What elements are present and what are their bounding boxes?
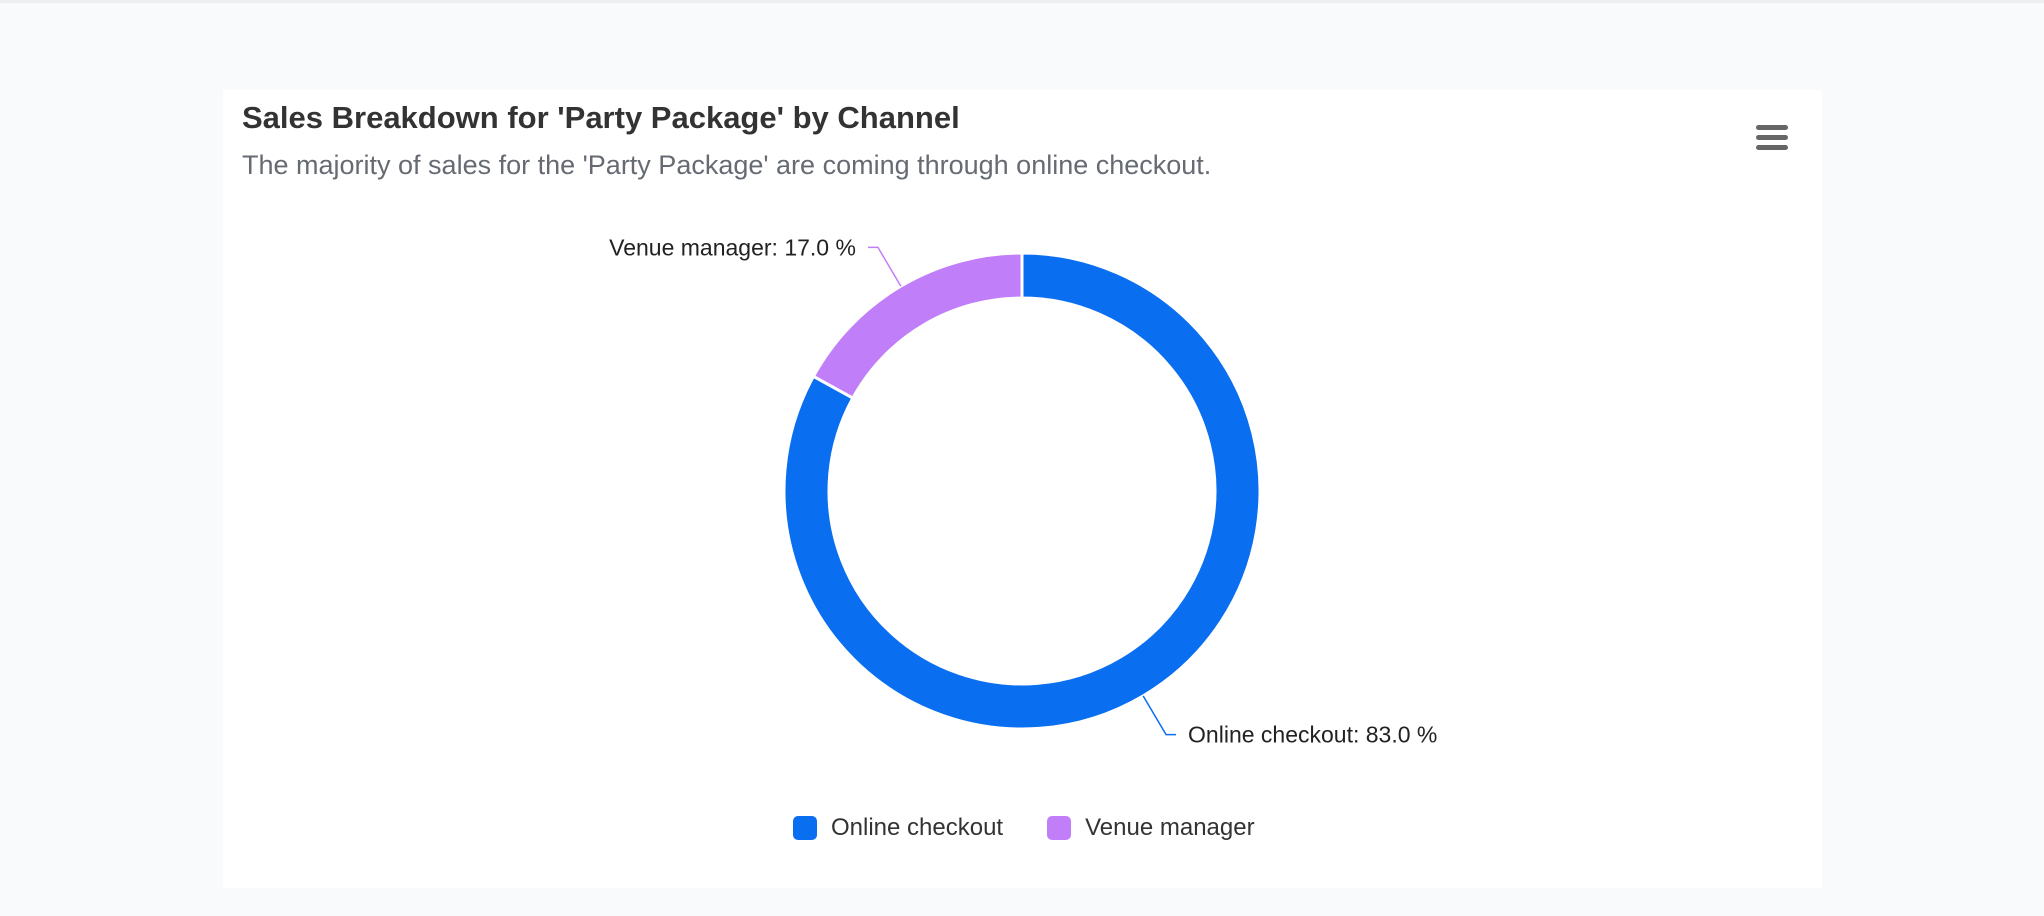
legend: Online checkout Venue manager (793, 814, 1255, 842)
data-label-online-checkout: Online checkout: 83.0 % (1188, 722, 1437, 748)
hamburger-menu-icon[interactable] (1753, 122, 1791, 154)
connector-line-online-checkout (1142, 695, 1177, 736)
data-label-venue-manager: Venue manager: 17.0 % (609, 234, 856, 260)
legend-label: Venue manager (1085, 814, 1255, 841)
chart-card: Sales Breakdown for 'Party Package' by C… (223, 90, 1822, 888)
connector-line-venue-manager (867, 246, 902, 287)
legend-swatch-venue-manager (1047, 816, 1072, 840)
donut-slice-online-checkout[interactable] (782, 251, 1262, 731)
donut-chart: Online checkout: 83.0 % Venue manager: 17… (609, 234, 1437, 748)
donut-slice-venue-manager[interactable] (811, 251, 1024, 400)
chart-title: Sales Breakdown for 'Party Package' by C… (242, 100, 960, 135)
chart-subtitle: The majority of sales for the 'Party Pac… (242, 150, 1212, 180)
legend-item-online-checkout[interactable]: Online checkout (793, 814, 1003, 842)
legend-swatch-online-checkout (793, 816, 817, 840)
legend-label: Online checkout (831, 814, 1004, 841)
top-border (0, 0, 2044, 3)
legend-item-venue-manager[interactable]: Venue manager (1047, 814, 1255, 842)
